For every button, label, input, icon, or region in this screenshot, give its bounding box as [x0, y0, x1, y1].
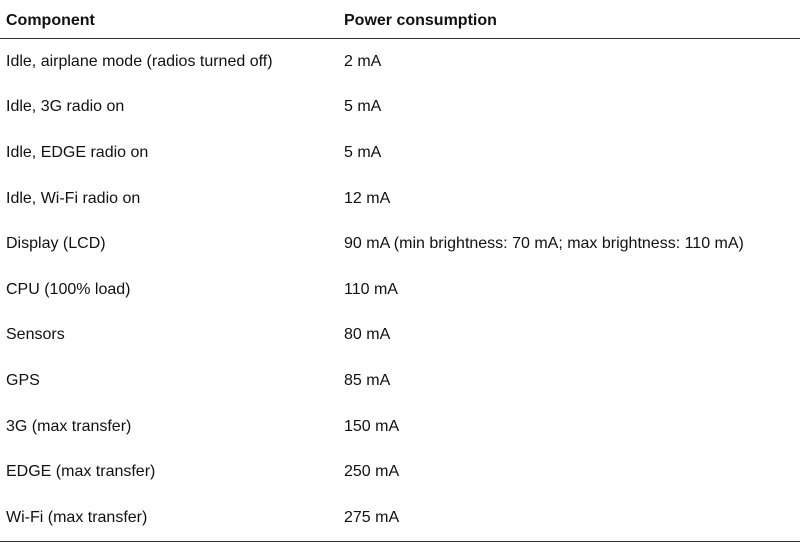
cell-component: Idle, 3G radio on [6, 98, 125, 116]
cell-power: 85 mA [344, 371, 391, 389]
power-consumption-table: Component Power consumption Idle, airpla… [0, 4, 800, 542]
table-row: Idle, EDGE radio on 5 mA [0, 130, 800, 176]
cell-component: Display (LCD) [6, 235, 106, 253]
cell-power: 5 mA [344, 98, 382, 116]
cell-component: EDGE (max transfer) [6, 463, 156, 481]
cell-power: 2 mA [344, 52, 382, 70]
table-row: Idle, 3G radio on 5 mA [0, 85, 800, 131]
table-row: CPU (100% load) 110 mA [0, 267, 800, 313]
cell-component: Sensors [6, 326, 65, 344]
header-power-consumption: Power consumption [338, 4, 800, 39]
header-component: Component [0, 4, 338, 39]
table-header: Component Power consumption [0, 4, 800, 39]
table-row: 3G (max transfer) 150 mA [0, 404, 800, 450]
table-row: Display (LCD) 90 mA (min brightness: 70 … [0, 221, 800, 267]
cell-power: 275 mA [338, 494, 800, 542]
cell-component: CPU (100% load) [6, 280, 131, 298]
cell-power: 5 mA [344, 143, 382, 161]
cell-component: Wi-Fi (max transfer) [0, 494, 338, 542]
cell-power: 90 mA (min brightness: 70 mA; max bright… [344, 235, 744, 253]
cell-power: 150 mA [344, 417, 400, 435]
cell-power: 80 mA [344, 326, 391, 344]
cell-component: GPS [6, 371, 40, 389]
table-row: GPS 85 mA [0, 358, 800, 404]
cell-component: 3G (max transfer) [6, 417, 132, 435]
table-body: Idle, airplane mode (radios turned off) … [0, 39, 800, 542]
table-row: EDGE (max transfer) 250 mA [0, 449, 800, 495]
cell-power: 12 mA [344, 189, 391, 207]
header-row: Component Power consumption [0, 4, 800, 39]
table-row: Sensors 80 mA [0, 313, 800, 359]
table-row: Wi-Fi (max transfer) 275 mA [0, 494, 800, 542]
cell-power: 110 mA [344, 280, 398, 298]
cell-component: Idle, airplane mode (radios turned off) [6, 52, 273, 70]
cell-component: Idle, EDGE radio on [6, 143, 149, 161]
cell-power: 250 mA [344, 463, 400, 481]
table-row: Idle, Wi-Fi radio on 12 mA [0, 176, 800, 222]
table-row: Idle, airplane mode (radios turned off) … [0, 39, 800, 85]
cell-component: Idle, Wi-Fi radio on [6, 189, 141, 207]
